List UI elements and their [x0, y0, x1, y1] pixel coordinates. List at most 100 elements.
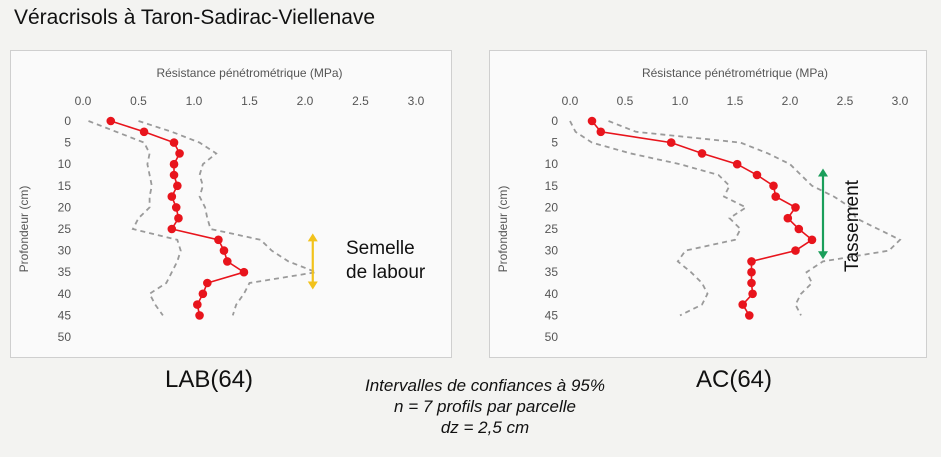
y-tick-label: 25 [58, 222, 72, 236]
mean-point [783, 213, 793, 223]
y-tick-label: 10 [58, 157, 72, 171]
x-tick-label: 3.0 [408, 94, 425, 108]
upper-ci-line [608, 120, 902, 316]
mean-point [174, 213, 183, 223]
y-tick-label: 15 [58, 179, 72, 193]
annotation-label-lab: Semelle [346, 238, 415, 259]
mean-point [139, 127, 149, 137]
mean-point [195, 311, 204, 320]
y-tick-label: 20 [58, 200, 72, 214]
x-tick-label: 1.0 [672, 94, 689, 108]
y-tick-label: 5 [64, 136, 71, 150]
y-tick-label: 50 [545, 330, 559, 344]
note-line-confidence: Intervalles de confiances à 95% [364, 376, 606, 395]
lower-ci-line [569, 120, 748, 317]
mean-point [193, 300, 202, 309]
x-tick-label: 1.5 [727, 94, 744, 108]
chart-lab-svg: Résistance pénétrométrique (MPa) 0.0 0.5 1.… [17, 66, 426, 344]
y-tick-label: 45 [58, 308, 72, 322]
annotation-arrow-head-bottom [307, 281, 318, 290]
mean-point [666, 138, 676, 147]
y-tick-label: 35 [545, 265, 559, 279]
mean-point [697, 149, 707, 158]
annotation-label-lab: de labour [346, 262, 426, 283]
y-tick-label: 5 [551, 136, 558, 150]
y-tick-label: 10 [545, 157, 559, 171]
statistics-note: Intervalles de confiances à 95% n = 7 pr… [300, 375, 670, 438]
x-axis-title: Résistance pénétrométrique (MPa) [156, 66, 342, 80]
note-line-dz: dz = 2,5 cm [440, 418, 530, 437]
y-tick-label: 20 [545, 200, 559, 214]
mean-point [745, 311, 754, 320]
mean-point [169, 159, 179, 169]
mean-point [769, 181, 778, 191]
upper-ci-line [138, 120, 320, 316]
mean-point [175, 149, 184, 158]
mean-point [791, 246, 800, 255]
mean-point [239, 267, 249, 277]
x-tick-label: 2.5 [352, 94, 369, 108]
caption-ac: AC(64) [696, 366, 773, 393]
mean-point [167, 224, 177, 234]
mean-point [747, 257, 756, 266]
mean-point [223, 257, 232, 266]
mean-point [106, 116, 116, 126]
mean-point [167, 192, 177, 201]
x-tick-label: 1.5 [241, 94, 258, 108]
mean-point [752, 170, 762, 180]
y-axis-title: Profondeur (cm) [496, 186, 510, 273]
y-tick-label: 40 [58, 287, 72, 301]
slide-title: Véracrisols à Taron-Sadirac-Viellenave [14, 6, 376, 29]
mean-point [747, 267, 756, 277]
mean-point [732, 159, 742, 169]
chart-panel-ac: Résistance pénétrométrique (MPa) 0.0 0.5 1.… [489, 50, 927, 358]
mean-point [171, 203, 181, 212]
caption-lab: LAB(64) [165, 366, 254, 393]
mean-point [173, 181, 182, 191]
x-axis-title: Résistance pénétrométrique (MPa) [642, 66, 828, 80]
y-tick-label: 15 [545, 179, 559, 193]
mean-point [738, 300, 747, 309]
chart-ac-svg: Résistance pénétrométrique (MPa) 0.0 0.5 1.… [496, 66, 909, 344]
x-tick-label: 3.0 [892, 94, 909, 108]
x-tick-label: 0.0 [562, 94, 579, 108]
mean-point [807, 235, 817, 245]
mean-point [791, 203, 800, 212]
mean-point [203, 278, 212, 288]
y-tick-label: 25 [545, 222, 559, 236]
annotation-label-ac: Tassement [842, 179, 863, 272]
x-tick-label: 0.5 [130, 94, 147, 108]
y-tick-label: 0 [551, 114, 558, 128]
mean-point [214, 235, 223, 245]
y-tick-label: 50 [58, 330, 72, 344]
mean-point [747, 278, 756, 288]
mean-point [219, 246, 229, 255]
x-tick-label: 2.0 [297, 94, 314, 108]
y-tick-label: 40 [545, 287, 559, 301]
mean-point [596, 127, 606, 137]
mean-point [169, 138, 179, 147]
x-tick-label: 0.5 [617, 94, 634, 108]
mean-point [587, 116, 597, 126]
annotation-arrow-head-bottom [818, 251, 828, 260]
lower-ci-line [88, 120, 182, 316]
y-tick-label: 35 [58, 265, 72, 279]
mean-point [794, 224, 804, 234]
x-tick-label: 1.0 [186, 94, 203, 108]
note-line-profiles: n = 7 profils par parcelle [394, 397, 576, 416]
y-axis-title: Profondeur (cm) [17, 186, 31, 273]
chart-panel-lab: Résistance pénétrométrique (MPa) 0.0 0.5 1.… [10, 50, 452, 358]
y-tick-label: 0 [64, 114, 71, 128]
mean-point [748, 289, 757, 299]
y-tick-label: 45 [545, 308, 559, 322]
annotation-arrow-head-top [307, 233, 318, 242]
annotation-arrow-head-top [818, 168, 828, 177]
x-tick-label: 0.0 [75, 94, 92, 108]
mean-point [198, 289, 208, 299]
y-tick-label: 30 [545, 244, 559, 258]
x-tick-label: 2.5 [837, 94, 854, 108]
mean-point [771, 192, 780, 201]
x-tick-label: 2.0 [782, 94, 799, 108]
mean-point [169, 170, 179, 180]
y-tick-label: 30 [58, 244, 72, 258]
